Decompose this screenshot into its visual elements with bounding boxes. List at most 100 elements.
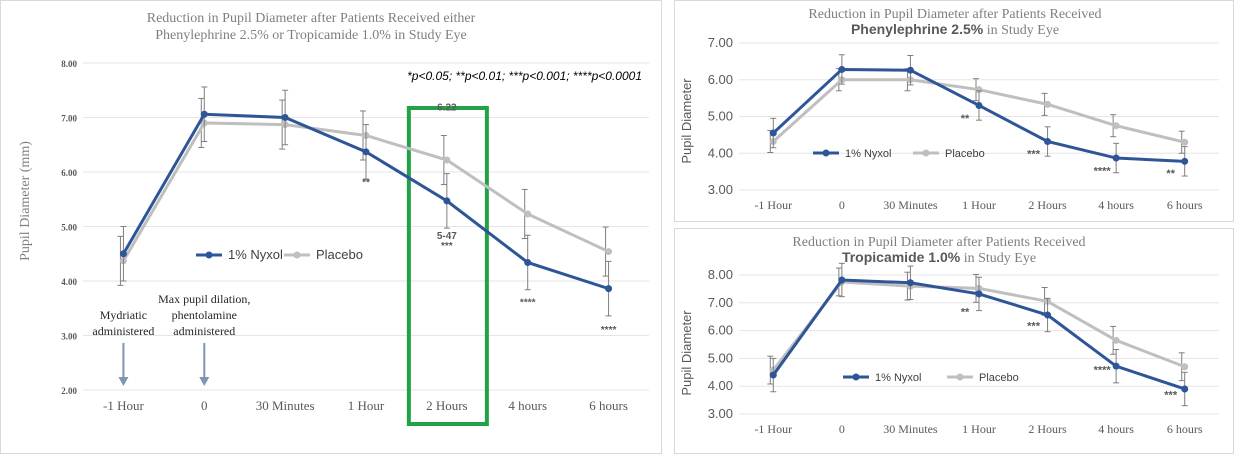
tropicamide-chart-panel: Reduction in Pupil Diameter after Patien… (674, 228, 1234, 454)
data-point-placebo (1044, 100, 1052, 108)
x-tick-label: 2 Hours (1028, 198, 1067, 212)
data-point-placebo (1112, 122, 1120, 130)
x-tick-label: -1 Hour (103, 398, 144, 413)
y-tick-label: 5.00 (708, 109, 733, 124)
data-point-placebo (605, 248, 613, 256)
data-point-nyxol (769, 129, 777, 137)
main-chart-y-axis-label: Pupil Diameter (mm) (18, 141, 33, 261)
y-tick-label: 8.00 (708, 267, 733, 282)
data-point-nyxol (1044, 311, 1052, 319)
data-point-placebo (524, 210, 532, 218)
main-chart: Reduction in Pupil Diameter after Patien… (18, 11, 649, 426)
x-tick-label: -1 Hour (754, 422, 792, 436)
annotation-label: **** (601, 325, 617, 336)
x-tick-label: 1 Hour (962, 422, 996, 436)
tropicamide-chart: Reduction in Pupil Diameter after Patien… (679, 235, 1219, 436)
legend-marker-placebo (293, 251, 301, 259)
phenylephrine-chart-title-line1: Reduction in Pupil Diameter after Patien… (808, 7, 1101, 22)
annotation-label: ** (362, 178, 370, 189)
legend-marker-nyxol (822, 149, 830, 157)
legend-marker-placebo (922, 149, 930, 157)
data-point-nyxol (1044, 137, 1052, 145)
x-tick-label: -1 Hour (754, 198, 792, 212)
data-point-nyxol (119, 250, 127, 258)
data-point-nyxol (1112, 154, 1120, 162)
data-point-nyxol (1181, 385, 1189, 393)
x-tick-label: 4 hours (1098, 422, 1134, 436)
annotation-label: 5-47 (437, 231, 457, 242)
tropicamide-title-rest: in Study Eye (960, 251, 1036, 266)
annotation-label: *** (1027, 149, 1041, 161)
y-tick-label: 6.00 (708, 72, 733, 87)
y-tick-label: 6.00 (61, 168, 77, 178)
x-tick-label: 2 Hours (426, 398, 468, 413)
y-tick-label: 5.00 (61, 223, 77, 233)
data-point-nyxol (524, 258, 532, 266)
annotation-label: ** (961, 113, 970, 125)
x-tick-label: 4 hours (508, 398, 547, 413)
tropicamide-y-axis-label: Pupil Diameter (679, 310, 694, 396)
x-tick-label: 1 Hour (962, 198, 996, 212)
main-chart-title-line1: Reduction in Pupil Diameter after Patien… (147, 11, 476, 26)
data-point-nyxol (281, 114, 289, 121)
data-point-placebo (1181, 138, 1189, 146)
event-arrow-head (118, 377, 129, 386)
x-tick-label: 2 Hours (1028, 422, 1067, 436)
annotation-label: **** (1094, 365, 1112, 377)
y-tick-label: 4.00 (708, 145, 733, 160)
y-tick-label: 3.00 (708, 182, 733, 197)
legend-label-nyxol: 1% Nyxol (875, 372, 921, 384)
x-tick-label: 30 Minutes (256, 398, 315, 413)
data-point-nyxol (362, 148, 370, 156)
legend-marker-placebo (956, 373, 964, 381)
data-point-nyxol (769, 371, 777, 379)
phenylephrine-title-bold: Phenylephrine 2.5% (851, 21, 984, 37)
annotation-label: *** (441, 241, 453, 252)
annotation-label: *** (1164, 390, 1178, 402)
tropicamide-title-bold: Tropicamide 1.0% (842, 249, 961, 265)
data-point-nyxol (975, 101, 983, 109)
legend-label-nyxol: 1% Nyxol (845, 148, 891, 160)
x-tick-label: 0 (839, 422, 845, 436)
data-point-nyxol (1181, 157, 1189, 165)
legend-marker-nyxol (852, 373, 860, 381)
y-tick-label: 3.00 (61, 332, 77, 342)
y-tick-label: 6.00 (708, 323, 733, 338)
y-tick-label: 3.00 (708, 406, 733, 421)
phenylephrine-chart-title-line2: Phenylephrine 2.5% in Study Eye (851, 21, 1059, 38)
legend-label-nyxol: 1% Nyxol (228, 247, 283, 262)
x-tick-label: 0 (839, 198, 845, 212)
y-tick-label: 4.00 (708, 378, 733, 393)
data-point-nyxol (605, 285, 613, 293)
highlight-box (406, 106, 489, 426)
event-label: administered (173, 324, 235, 338)
legend-label-placebo: Placebo (316, 247, 363, 262)
annotation-label: *** (1027, 320, 1041, 332)
phenylephrine-y-axis-label: Pupil Diameter (679, 78, 694, 164)
annotation-label: ** (961, 306, 970, 318)
y-tick-label: 7.00 (708, 35, 733, 50)
legend-marker-nyxol (205, 251, 213, 259)
phenylephrine-chart-panel: Reduction in Pupil Diameter after Patien… (674, 0, 1234, 222)
data-point-nyxol (838, 276, 846, 284)
y-tick-label: 7.00 (708, 295, 733, 310)
y-tick-label: 7.00 (61, 114, 77, 124)
tropicamide-chart-title-line2: Tropicamide 1.0% in Study Eye (842, 249, 1036, 266)
data-point-nyxol (906, 279, 914, 287)
legend-label-placebo: Placebo (945, 148, 985, 160)
data-point-nyxol (200, 110, 208, 118)
x-tick-label: 30 Minutes (883, 198, 938, 212)
data-point-placebo (975, 86, 983, 94)
data-point-nyxol (1112, 362, 1120, 370)
y-tick-label: 8.00 (61, 59, 77, 69)
phenylephrine-chart: Reduction in Pupil Diameter after Patien… (679, 7, 1219, 212)
x-tick-label: 6 hours (1167, 422, 1203, 436)
x-tick-label: 0 (201, 398, 208, 413)
x-tick-label: 1 Hour (348, 398, 385, 413)
annotation-label: 6.22 (437, 102, 457, 113)
data-point-placebo (443, 156, 451, 164)
data-point-placebo (1112, 336, 1120, 344)
x-tick-label: 6 hours (1167, 198, 1203, 212)
x-tick-label: 30 Minutes (883, 422, 938, 436)
annotation-label: **** (520, 298, 536, 309)
